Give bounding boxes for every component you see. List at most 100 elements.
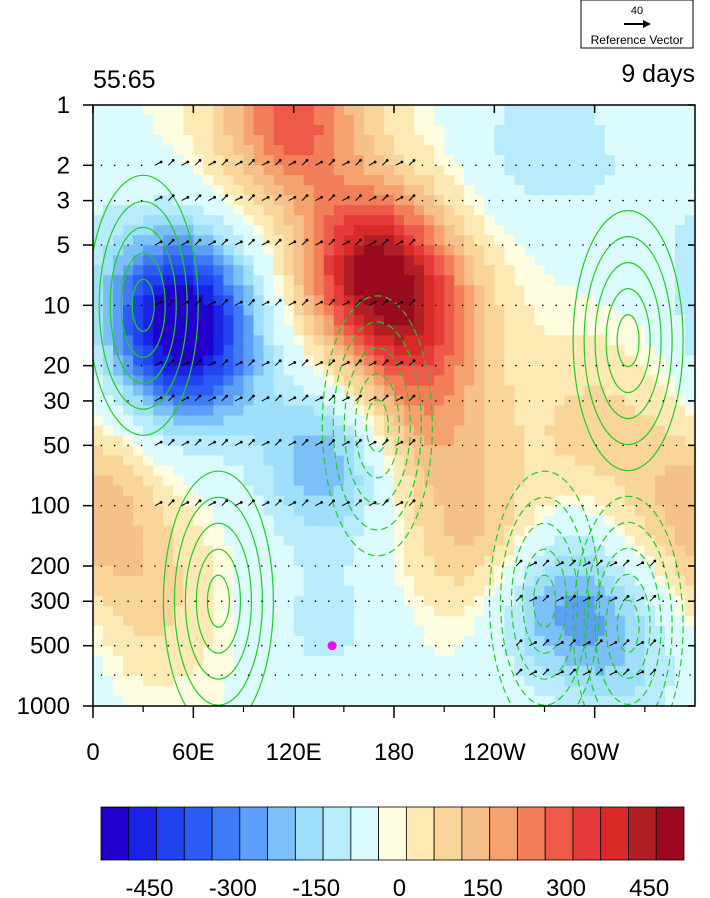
field-cell bbox=[193, 595, 204, 607]
field-cell bbox=[173, 365, 184, 377]
wind-vector-dot bbox=[662, 565, 664, 567]
field-cell bbox=[383, 585, 395, 597]
field-cell bbox=[283, 355, 295, 367]
field-cell bbox=[434, 205, 445, 216]
field-cell bbox=[333, 425, 345, 437]
field-cell bbox=[524, 465, 536, 477]
field-cell bbox=[564, 435, 576, 447]
field-cell bbox=[394, 325, 405, 336]
field-cell bbox=[313, 565, 325, 577]
field-cell bbox=[253, 345, 265, 357]
wind-vector-dot bbox=[100, 244, 103, 246]
wind-vector-head bbox=[641, 561, 645, 565]
field-cell bbox=[394, 675, 405, 687]
wind-vector-dot bbox=[461, 600, 464, 602]
field-cell bbox=[133, 185, 144, 196]
field-cell bbox=[564, 475, 576, 487]
field-cell bbox=[644, 125, 656, 136]
field-cell bbox=[103, 285, 114, 296]
field-cell bbox=[223, 265, 235, 276]
field-cell bbox=[484, 325, 495, 336]
field-cell bbox=[684, 335, 695, 346]
wind-vector-dot bbox=[475, 600, 477, 602]
field-cell bbox=[223, 305, 235, 316]
field-cell bbox=[353, 245, 365, 256]
field-cell bbox=[383, 305, 395, 316]
field-cell bbox=[353, 465, 365, 477]
field-cell bbox=[664, 525, 676, 537]
field-cell bbox=[363, 355, 375, 367]
field-cell bbox=[514, 195, 526, 206]
field-cell bbox=[394, 125, 405, 136]
wind-vector-dot bbox=[100, 164, 103, 167]
field-cell bbox=[103, 675, 114, 687]
field-cell bbox=[444, 625, 455, 637]
field-cell bbox=[534, 695, 546, 706]
field-cell bbox=[644, 635, 656, 647]
field-cell bbox=[323, 475, 335, 487]
field-cell bbox=[273, 215, 285, 226]
field-cell bbox=[303, 155, 315, 166]
field-cell bbox=[454, 295, 465, 306]
field-cell bbox=[163, 165, 174, 176]
field-cell bbox=[93, 355, 104, 367]
field-cell bbox=[283, 235, 295, 246]
wind-vector-dot bbox=[140, 674, 143, 676]
field-cell bbox=[644, 365, 656, 377]
colorbar-box bbox=[128, 806, 157, 861]
wind-vector-dot bbox=[408, 644, 410, 647]
field-cell bbox=[444, 605, 455, 617]
wind-vector-head bbox=[561, 670, 564, 674]
field-cell bbox=[293, 555, 305, 567]
field-cell bbox=[624, 335, 636, 346]
field-cell bbox=[213, 545, 225, 557]
field-cell bbox=[153, 195, 164, 206]
field-cell bbox=[373, 315, 385, 326]
wind-vector-dot bbox=[421, 600, 424, 602]
field-cell bbox=[424, 425, 435, 437]
field-cell bbox=[93, 685, 104, 697]
field-cell bbox=[103, 605, 114, 617]
field-cell bbox=[333, 445, 345, 457]
field-cell bbox=[313, 225, 325, 236]
field-cell bbox=[424, 675, 435, 687]
field-cell bbox=[323, 615, 335, 627]
field-cell bbox=[243, 235, 255, 246]
field-cell bbox=[424, 275, 435, 286]
field-cell bbox=[363, 155, 375, 166]
field-cell bbox=[454, 225, 465, 236]
field-cell bbox=[444, 525, 455, 537]
field-cell bbox=[624, 225, 636, 236]
field-cell bbox=[654, 395, 666, 407]
field-cell bbox=[203, 445, 214, 457]
field-cell bbox=[404, 325, 415, 336]
field-cell bbox=[173, 135, 184, 146]
field-cell bbox=[303, 165, 315, 176]
field-cell bbox=[614, 255, 626, 266]
field-cell bbox=[644, 505, 656, 517]
field-cell bbox=[434, 415, 445, 427]
field-cell bbox=[414, 595, 425, 607]
field-cell bbox=[353, 215, 365, 226]
field-cell bbox=[514, 215, 526, 226]
field-cell bbox=[323, 465, 335, 477]
field-cell bbox=[564, 415, 576, 427]
field-cell bbox=[223, 125, 235, 136]
field-cell bbox=[634, 285, 646, 296]
field-cell bbox=[574, 265, 586, 276]
field-cell bbox=[183, 105, 194, 116]
field-cell bbox=[584, 685, 596, 697]
field-cell bbox=[283, 205, 295, 216]
wind-vector-head bbox=[225, 499, 229, 503]
field-cell bbox=[283, 295, 295, 306]
field-cell bbox=[253, 375, 265, 387]
field-cell bbox=[604, 565, 616, 577]
field-cell bbox=[363, 405, 375, 417]
field-cell bbox=[554, 635, 566, 647]
field-cell bbox=[594, 645, 606, 657]
field-cell bbox=[263, 565, 275, 577]
contour-line bbox=[354, 373, 400, 479]
field-cell bbox=[654, 285, 666, 296]
field-cell bbox=[213, 195, 225, 206]
field-cell bbox=[333, 205, 345, 216]
